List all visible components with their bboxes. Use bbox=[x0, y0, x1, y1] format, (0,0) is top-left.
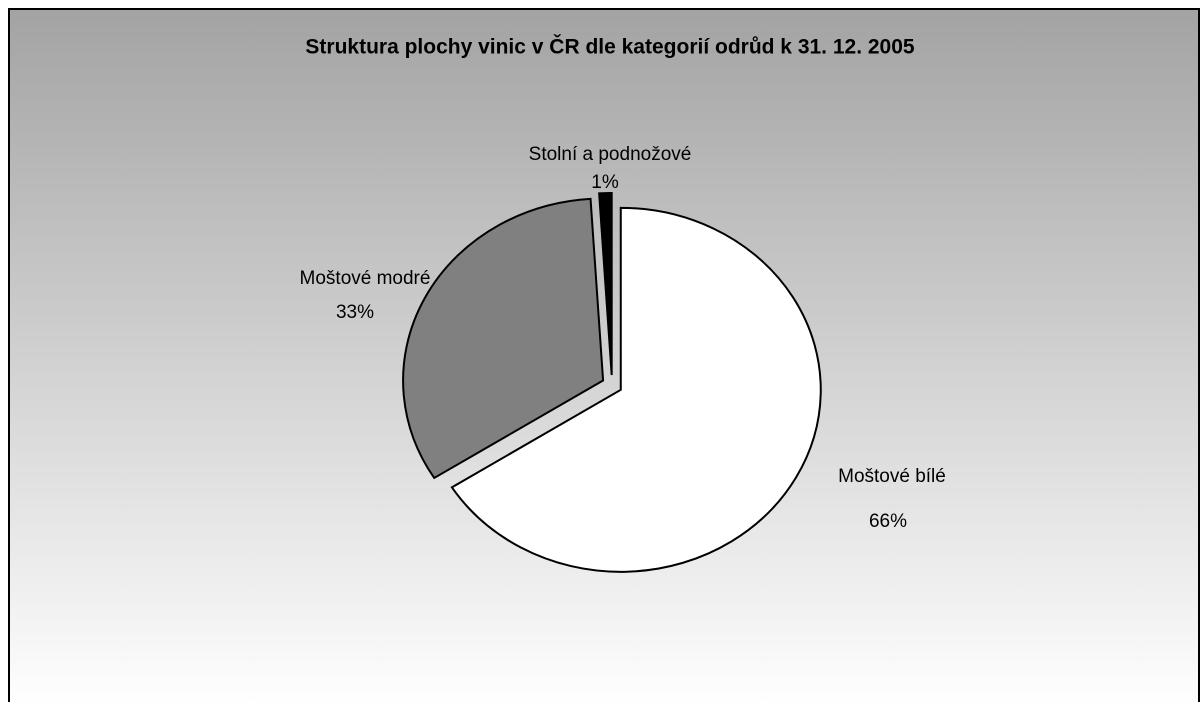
slice-value-label: 66% bbox=[869, 511, 907, 532]
pie-slice bbox=[450, 206, 822, 573]
pie-slice bbox=[402, 197, 605, 480]
slice-label: Moštové modré bbox=[300, 268, 431, 289]
slice-value-label: 1% bbox=[591, 172, 619, 193]
chart-title: Struktura plochy vinic v ČR dle kategori… bbox=[305, 35, 915, 59]
slice-label: Moštové bílé bbox=[838, 466, 946, 487]
slice-label: Stolní a podnožové bbox=[529, 144, 692, 165]
chart-area bbox=[8, 8, 1200, 702]
pie-slice bbox=[598, 192, 613, 376]
slice-value-label: 33% bbox=[336, 302, 374, 323]
